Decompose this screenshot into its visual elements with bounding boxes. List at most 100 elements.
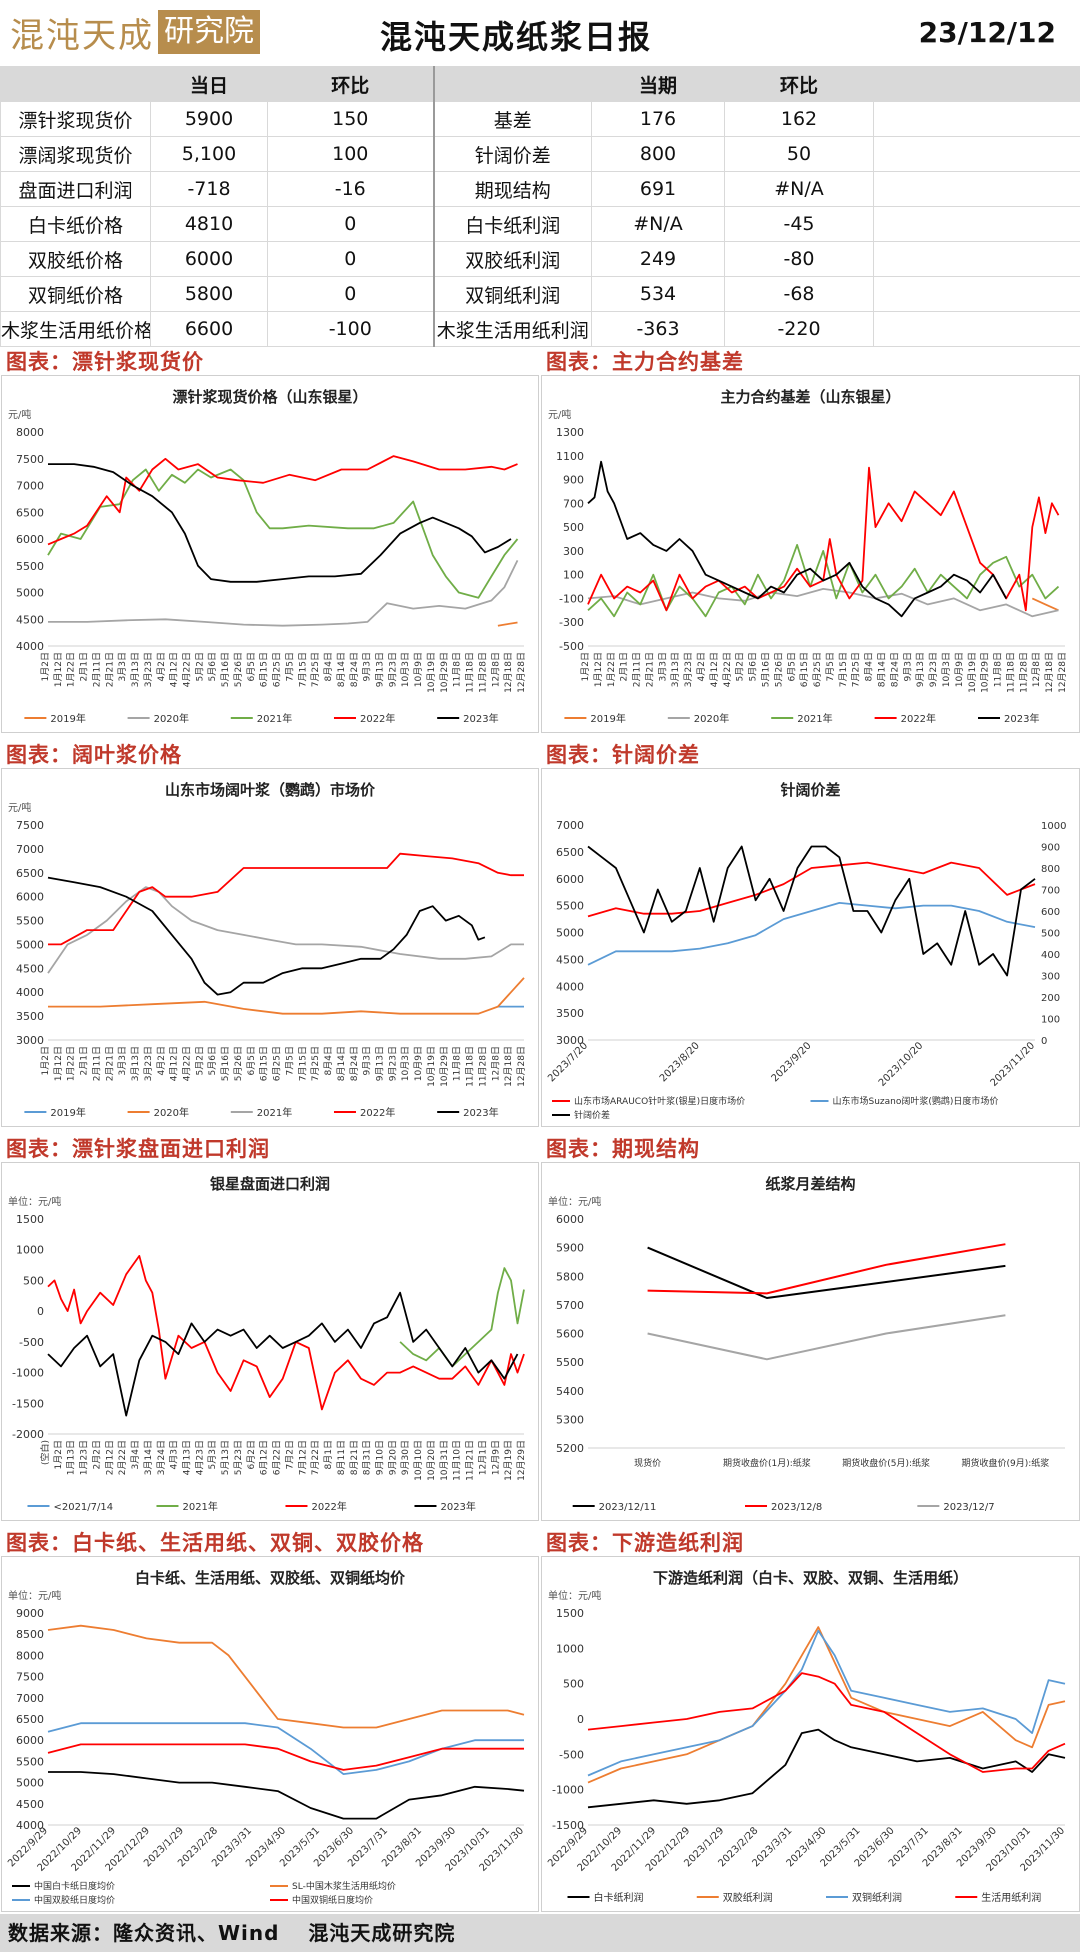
x-tick-label: 10月20日 — [426, 1440, 437, 1481]
x-tick-label: 2月22日 — [117, 1440, 128, 1475]
x-tick-label: 7月15日 — [297, 1046, 308, 1081]
x-tick-label: 6月22日 — [272, 1440, 283, 1475]
x-tick-label: 9月20日 — [387, 1440, 398, 1475]
x-tick-label: 12月18日 — [503, 1046, 514, 1087]
x-tick-label: 12月1日 — [477, 1440, 488, 1475]
series-line — [587, 1629, 1066, 1777]
x-tick-label: (空白) — [39, 1440, 51, 1465]
x-tick-label: 5月23日 — [233, 1440, 244, 1475]
x-tick-label: 8月14日 — [336, 1046, 347, 1081]
legend-label: SL-中国木浆生活用纸均价 — [292, 1880, 396, 1892]
x-tick-label: 2月2日 — [91, 1440, 102, 1469]
y-tick-label: 1300 — [556, 426, 584, 439]
y2-tick-label: 200 — [1041, 993, 1060, 1004]
x-tick-label: 7月25日 — [310, 1046, 321, 1081]
series-line — [47, 1255, 525, 1411]
x-tick-label: 2023/9/20 — [770, 1040, 814, 1084]
y-tick-label: 0 — [37, 1305, 44, 1318]
x-tick-label: 6月5日 — [246, 1046, 257, 1075]
header-blank-left — [0, 66, 151, 102]
legend-label: 2022年 — [360, 1106, 395, 1119]
x-tick-label: 9月23日 — [387, 1046, 398, 1081]
x-tick-label: 12月8日 — [1031, 652, 1042, 687]
legend-label: 针阔价差 — [574, 1109, 610, 1121]
series-line — [47, 1722, 524, 1775]
series-line — [587, 460, 1007, 618]
y2-tick-label: 500 — [1041, 929, 1060, 940]
y-tick-label: 5200 — [556, 1442, 584, 1455]
series-line — [47, 886, 524, 974]
series-line — [47, 1291, 519, 1417]
x-tick-label: 11月28日 — [477, 652, 488, 693]
x-tick-label: 7月5日 — [284, 652, 295, 681]
summary-cell-r-cur: 534 — [591, 276, 725, 312]
unit-label: 单位：元/吨 — [548, 1195, 601, 1208]
x-tick-label: 4月12日 — [169, 1046, 180, 1081]
x-tick-label: 5月16日 — [220, 652, 231, 687]
header-change-right: 环比 — [724, 66, 874, 102]
y2-tick-label: 1000 — [1041, 821, 1066, 832]
y-tick-label: 3500 — [16, 1010, 44, 1023]
x-tick-label: 9月13日 — [915, 652, 926, 687]
y2-tick-label: 100 — [1041, 1015, 1060, 1026]
x-tick-label: 10月31日 — [439, 1440, 450, 1481]
y-tick-label: 6500 — [16, 1713, 44, 1726]
summary-cell-r-cur: 176 — [591, 101, 725, 137]
x-tick-label: 10月3日 — [400, 1046, 411, 1081]
y-tick-label: -100 — [559, 592, 584, 605]
legend-label: 2023年 — [1004, 712, 1039, 725]
x-tick-label: 11月28日 — [477, 1046, 488, 1087]
x-tick-label: 3月13日 — [130, 1046, 141, 1081]
x-tick-label: 12月18日 — [503, 652, 514, 693]
x-tick-label: 5月16日 — [220, 1046, 231, 1081]
x-tick-label: 1月22日 — [606, 652, 617, 687]
legend-label: 2022年 — [901, 712, 936, 725]
x-tick-label: 期货收盘价(5月):纸浆 — [842, 1457, 930, 1469]
summary-row: 双胶纸价格 6000 0 双胶纸利润 249 -80 — [0, 241, 1080, 277]
x-tick-label: 4月22日 — [182, 1046, 193, 1081]
x-tick-label: 9月3日 — [362, 1046, 373, 1075]
x-tick-label: 10月29日 — [439, 652, 450, 693]
y-tick-label: 5300 — [556, 1413, 584, 1426]
legend-label: 中国双胶纸日度均价 — [34, 1894, 115, 1906]
y-tick-label: 500 — [563, 521, 584, 534]
x-tick-label: 2月21日 — [104, 652, 115, 687]
x-tick-label: 1月12日 — [53, 1046, 64, 1081]
chart-panel-import-profit: 银星盘面进口利润 单位：元/吨 -2000 -1500 -1000 -500 0 500 100… — [1, 1162, 539, 1521]
y-tick-label: 5500 — [556, 900, 584, 913]
y-tick-label: 300 — [563, 545, 584, 558]
x-tick-label: 12月18日 — [1044, 652, 1055, 693]
x-tick-label: 8月31日 — [362, 1440, 373, 1475]
y-tick-label: 7500 — [16, 819, 44, 832]
x-tick-label: 6月5日 — [786, 652, 797, 681]
x-tick-label: 3月14日 — [143, 1440, 154, 1475]
series-line — [47, 455, 518, 546]
series-line — [48, 977, 525, 1015]
header-current-left: 当日 — [150, 66, 268, 102]
chart-title: 下游造纸利润（白卡、双胶、双铜、生活用纸） — [653, 1569, 968, 1587]
summary-cell-pad — [873, 311, 1080, 347]
y-tick-label: 6500 — [556, 846, 584, 859]
chart-panel-nbsk-spot: 漂针浆现货价格（山东银星） 元/吨 4000 4500 5000 5500 6000 6500… — [1, 375, 539, 733]
series-line — [587, 588, 1059, 618]
summary-cell-l-cur: 4810 — [150, 206, 268, 242]
x-tick-label: 2月11日 — [91, 652, 102, 687]
unit-label: 单位：元/吨 — [8, 1589, 61, 1602]
summary-cell-pad — [873, 136, 1080, 172]
x-tick-label: 5月13日 — [220, 1440, 231, 1475]
y2-tick-label: 300 — [1041, 972, 1060, 983]
y-tick-label: 5500 — [556, 1356, 584, 1369]
y-tick-label: 0 — [577, 1713, 584, 1726]
x-tick-label: 3月23日 — [143, 1046, 154, 1081]
x-tick-label: 7月15日 — [297, 652, 308, 687]
x-tick-label: 6月15日 — [259, 1046, 270, 1081]
x-tick-label: 10月29日 — [980, 652, 991, 693]
y2-tick-label: 0 — [1041, 1036, 1047, 1047]
summary-cell-l-cur: 6000 — [150, 241, 268, 277]
x-tick-label: 12月9日 — [490, 1440, 501, 1475]
y-tick-label: 5500 — [16, 915, 44, 928]
brand-logo: 混沌天成 研究院 — [10, 8, 260, 56]
summary-cell-r-chg: -45 — [724, 206, 874, 242]
summary-cell-r-label: 双胶纸利润 — [432, 241, 592, 277]
y-tick-label: -2000 — [12, 1428, 44, 1441]
